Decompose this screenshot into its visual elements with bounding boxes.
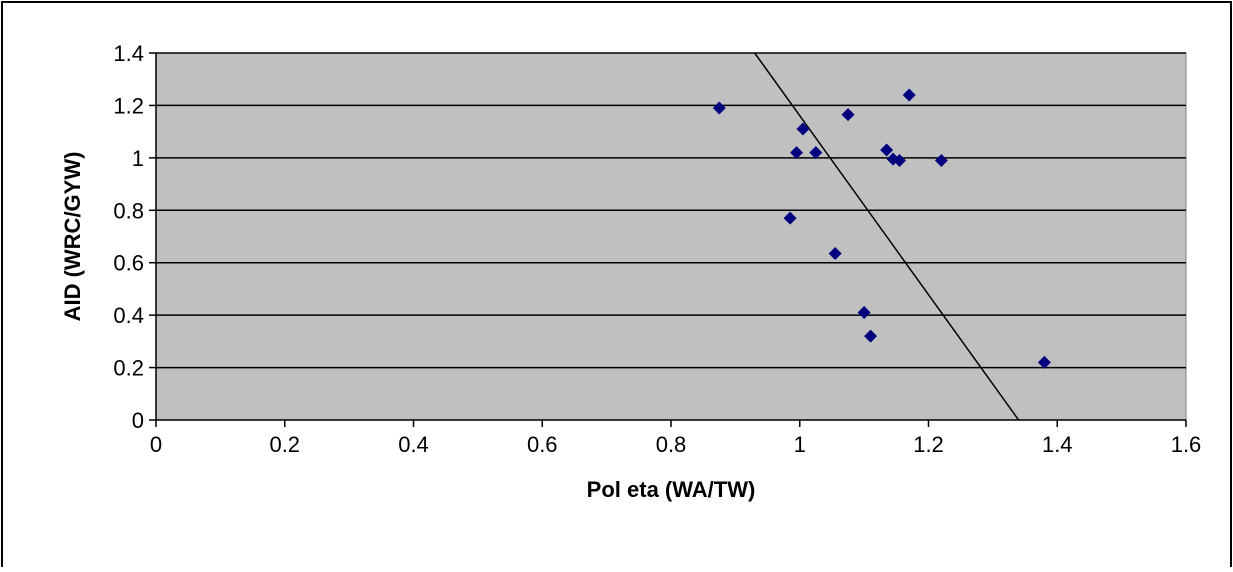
y-tick-label: 0 xyxy=(132,408,144,433)
data-point xyxy=(864,329,878,343)
x-tick-label: 0.8 xyxy=(656,432,687,457)
data-point xyxy=(857,306,871,320)
trendline-group xyxy=(754,52,1020,421)
x-tick-label: 0.4 xyxy=(398,432,429,457)
x-tick-label: 1.4 xyxy=(1042,432,1073,457)
plot-area xyxy=(155,52,1187,421)
data-point xyxy=(880,143,894,157)
x-axis-title: Pol eta (WA/TW) xyxy=(587,477,756,502)
y-tick-label: 0.8 xyxy=(113,198,144,223)
data-point xyxy=(828,247,842,261)
y-axis-ticks: 0 0.2 0.4 0.6 0.8 1 1.2 1.4 xyxy=(113,41,156,433)
y-tick-label: 1.2 xyxy=(113,93,144,118)
data-point xyxy=(809,146,823,160)
x-tick-label: 0 xyxy=(150,432,162,457)
data-point xyxy=(893,153,907,167)
data-point xyxy=(841,108,855,122)
y-tick-label: 1.4 xyxy=(113,41,144,66)
x-tick-label: 0.6 xyxy=(527,432,558,457)
data-point xyxy=(783,211,797,225)
data-point xyxy=(790,146,804,160)
data-point xyxy=(1037,355,1051,369)
y-tick-label: 0.6 xyxy=(113,251,144,276)
y-tick-label: 1 xyxy=(132,146,144,171)
y-tick-label: 0.4 xyxy=(113,303,144,328)
gridlines xyxy=(156,52,1186,369)
y-tick-label: 0.2 xyxy=(113,356,144,381)
x-tick-label: 1.2 xyxy=(913,432,944,457)
data-point xyxy=(712,101,726,115)
trendline xyxy=(754,52,1020,421)
x-tick-label: 0.2 xyxy=(269,432,300,457)
data-point xyxy=(902,88,916,102)
x-tick-label: 1.6 xyxy=(1171,432,1202,457)
x-tick-label: 1 xyxy=(794,432,806,457)
y-axis-title: AID (WRC/GYW) xyxy=(60,152,85,322)
data-point xyxy=(934,153,948,167)
x-axis-ticks: 0 0.2 0.4 0.6 0.8 1 1.2 1.4 1.6 xyxy=(150,420,1201,457)
data-point xyxy=(796,122,810,136)
data-points xyxy=(712,88,1051,369)
